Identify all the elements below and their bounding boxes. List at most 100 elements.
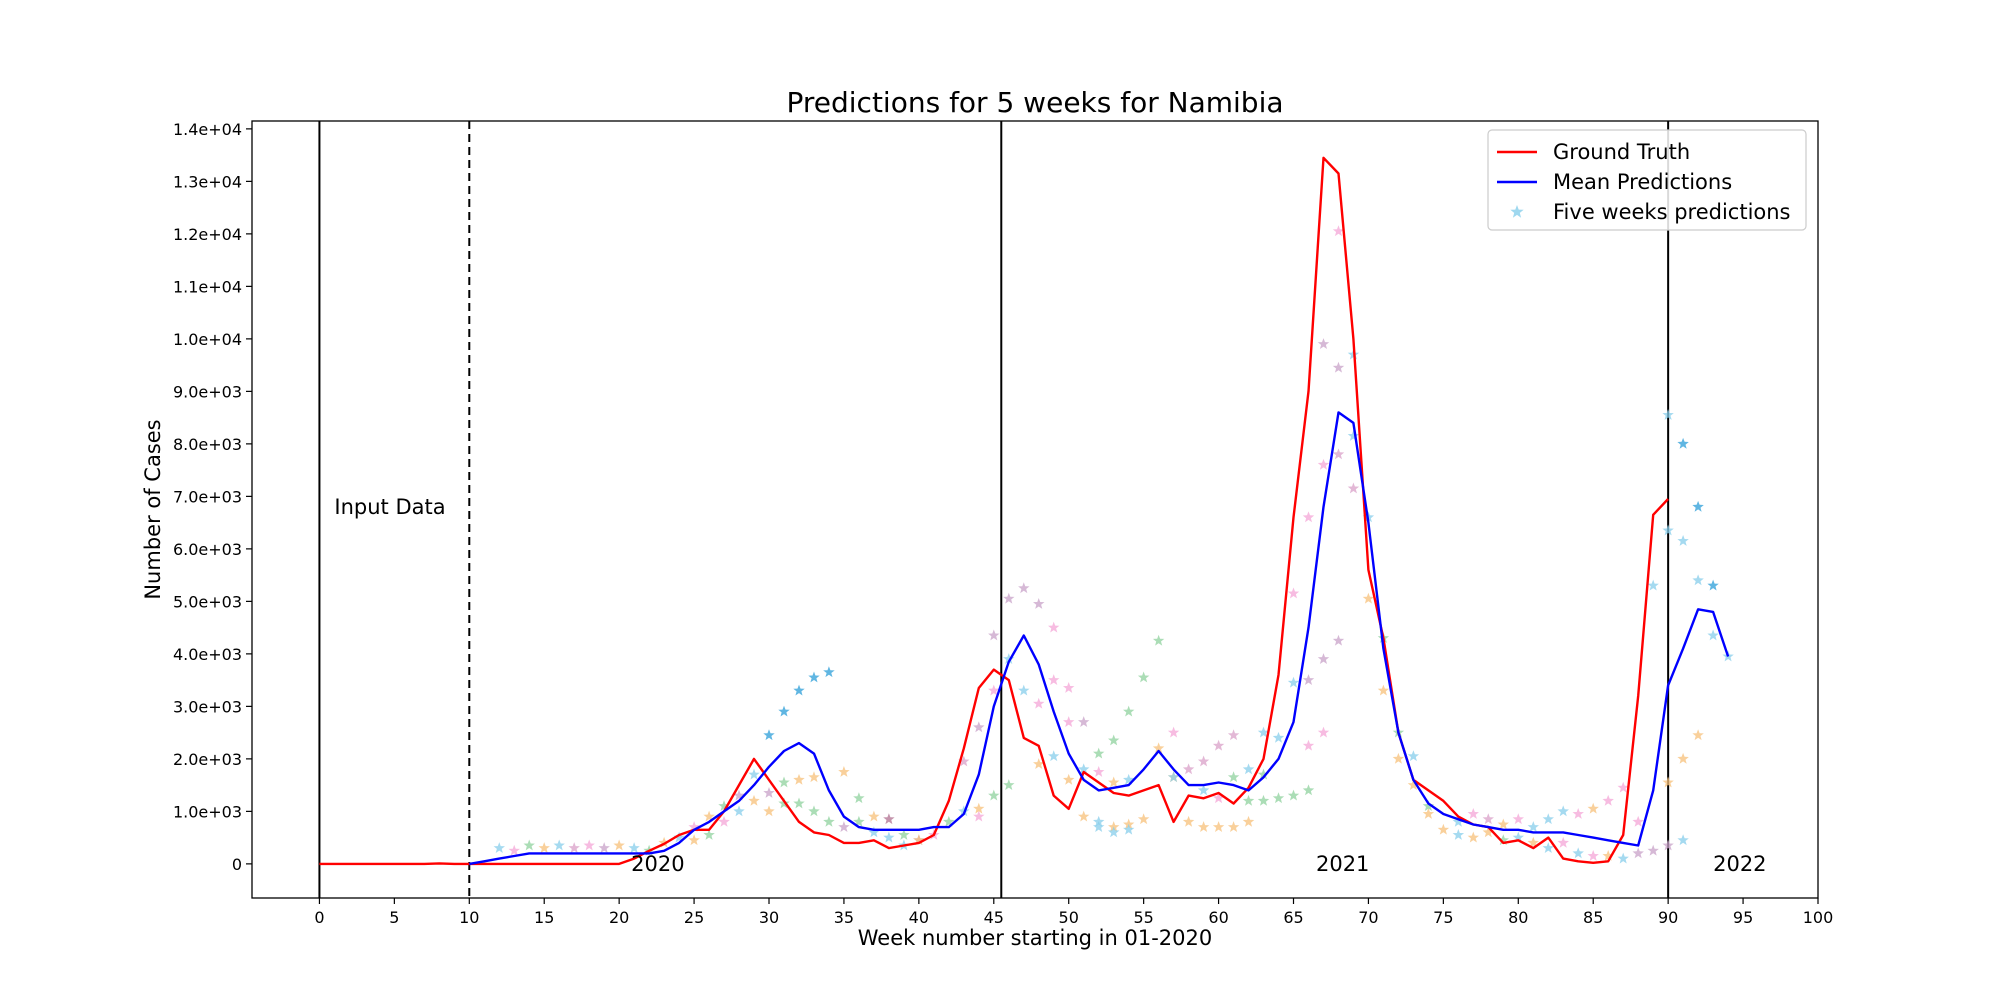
prediction-point: [508, 844, 520, 856]
prediction-point: [1033, 697, 1045, 709]
prediction-point: [1123, 705, 1135, 717]
prediction-point: [1362, 592, 1375, 604]
annotation-label: 2020: [631, 852, 684, 876]
y-tick-label: 7.0e+03: [173, 487, 242, 506]
x-tick-label: 70: [1358, 908, 1378, 927]
prediction-point: [1317, 726, 1330, 738]
prediction-point: [1093, 747, 1105, 759]
prediction-point: [1587, 802, 1599, 814]
prediction-point: [1572, 808, 1584, 819]
y-tick-label: 1.0e+04: [173, 330, 242, 349]
prediction-point: [1167, 771, 1180, 783]
prediction-point: [718, 800, 730, 811]
prediction-point: [1332, 361, 1345, 373]
prediction-point: [1677, 535, 1689, 546]
legend-label: Mean Predictions: [1553, 170, 1732, 194]
y-tick-label: 1.2e+04: [173, 225, 242, 244]
prediction-point: [1407, 750, 1420, 762]
prediction-point: [703, 829, 715, 840]
y-tick-label: 1.3e+04: [173, 172, 242, 191]
prediction-point: [1287, 789, 1300, 801]
prediction-point: [778, 776, 790, 788]
x-axis-label: Week number starting in 01-2020: [858, 926, 1212, 950]
legend-label: Five weeks predictions: [1553, 200, 1791, 224]
prediction-point: [763, 805, 775, 817]
x-tick-label: 15: [534, 908, 554, 927]
prediction-point: [1003, 653, 1015, 664]
prediction-point: [1707, 579, 1719, 591]
prediction-point: [1692, 500, 1704, 512]
prediction-point: [1587, 850, 1599, 861]
prediction-point: [688, 834, 700, 846]
y-tick-label: 1.1e+04: [173, 277, 242, 296]
y-tick-label: 8.0e+03: [173, 435, 242, 454]
prediction-point: [763, 787, 775, 798]
mean-predictions-line: [469, 411, 1730, 866]
y-axis-label: Number of Cases: [141, 419, 165, 599]
prediction-point: [1332, 634, 1345, 646]
prediction-point: [1063, 716, 1075, 727]
prediction-point: [1257, 794, 1270, 806]
prediction-point: [823, 815, 835, 827]
prediction-point: [1332, 448, 1345, 460]
prediction-point: [1108, 776, 1120, 788]
prediction-point: [1093, 766, 1105, 777]
prediction-point: [853, 815, 865, 827]
prediction-point: [1662, 839, 1674, 851]
prediction-point: [1662, 524, 1674, 536]
prediction-point: [1407, 779, 1420, 790]
prediction-point: [1063, 682, 1075, 693]
prediction-point: [1152, 634, 1165, 646]
x-tick-label: 60: [1208, 908, 1228, 927]
x-tick-label: 10: [459, 908, 479, 927]
prediction-point: [1242, 763, 1255, 775]
prediction-point: [898, 829, 910, 840]
x-tick-label: 20: [609, 908, 629, 927]
prediction-point: [808, 805, 820, 817]
prediction-point: [1197, 755, 1210, 767]
prediction-point: [1093, 821, 1105, 832]
prediction-point: [1542, 842, 1554, 853]
prediction-point: [1003, 592, 1015, 604]
prediction-point: [748, 768, 760, 780]
prediction-point: [1242, 794, 1255, 806]
prediction-point: [778, 705, 790, 717]
annotation-label: 2021: [1316, 852, 1369, 876]
prediction-point: [1108, 826, 1120, 838]
x-tick-label: 40: [909, 908, 929, 927]
prediction-point: [853, 792, 865, 804]
y-tick-label: 9.0e+03: [173, 382, 242, 401]
prediction-point: [733, 789, 745, 801]
prediction-point: [1033, 598, 1045, 609]
prediction-point: [1512, 831, 1524, 843]
x-tick-label: 5: [389, 908, 399, 927]
prediction-point: [793, 797, 805, 809]
prediction-point: [1302, 739, 1315, 751]
vertical-lines: [318, 121, 1670, 898]
prediction-point: [1482, 813, 1494, 825]
prediction-point: [1227, 821, 1240, 832]
annotation-label: 2022: [1713, 852, 1766, 876]
legend: Ground Truth Mean Predictions Five weeks p…: [1487, 129, 1807, 231]
x-tick-label: 90: [1658, 908, 1678, 927]
prediction-point: [1197, 784, 1210, 796]
prediction-point: [703, 810, 715, 822]
prediction-point: [688, 821, 700, 832]
prediction-point: [868, 810, 880, 822]
prediction-point: [1602, 850, 1614, 861]
prediction-point: [1212, 739, 1225, 751]
y-tick-label: 1.0e+03: [173, 802, 242, 821]
x-tick-label: 80: [1508, 908, 1528, 927]
prediction-point: [1512, 813, 1524, 825]
prediction-point: [1542, 813, 1554, 825]
prediction-point: [1707, 629, 1719, 641]
prediction-point: [1317, 653, 1330, 664]
prediction-point: [1677, 752, 1689, 764]
prediction-point: [718, 815, 730, 827]
prediction-point: [1332, 225, 1345, 237]
legend-box: [1487, 129, 1807, 231]
x-tick-label: 30: [759, 908, 779, 927]
y-tick-label: 3.0e+03: [173, 697, 242, 716]
prediction-point: [868, 826, 880, 838]
annotation-label: Input Data: [334, 495, 445, 519]
